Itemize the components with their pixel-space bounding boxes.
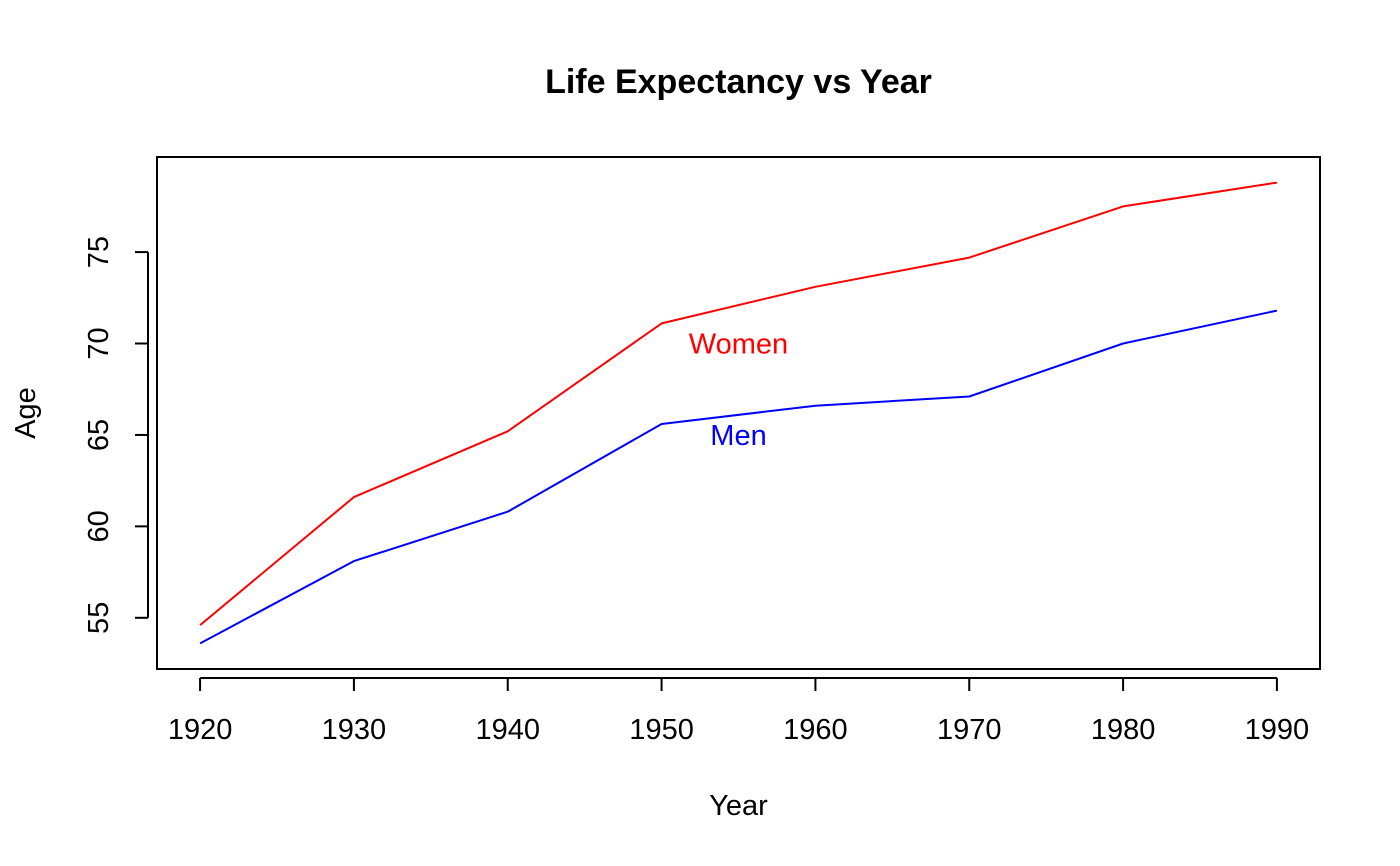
x-tick-label: 1980 (1091, 714, 1156, 746)
x-axis-label: Year (709, 790, 768, 822)
y-axis-label: Age (10, 387, 42, 439)
series-line-men (199, 309, 1278, 645)
y-axis: 55 60 65 70 75 (83, 236, 149, 634)
x-axis: 1920 1930 1940 1950 1960 1970 1980 1990 (168, 677, 1310, 746)
series-label-men: Men (710, 420, 766, 452)
x-tick-label: 1950 (629, 714, 694, 746)
x-tick-label: 1990 (1245, 714, 1310, 746)
y-tick-label: 55 (83, 602, 115, 634)
y-tick-label: 65 (83, 419, 115, 451)
chart-title: Life Expectancy vs Year (545, 63, 932, 101)
plot-frame (156, 156, 1321, 670)
x-tick-label: 1960 (783, 714, 848, 746)
x-tick-label: 1930 (322, 714, 387, 746)
x-tick-label: 1920 (168, 714, 233, 746)
x-tick-label: 1970 (937, 714, 1002, 746)
y-tick-label: 70 (83, 327, 115, 359)
series-line-women (199, 181, 1278, 626)
series-group: Women Men (199, 181, 1278, 645)
x-tick-label: 1940 (475, 714, 540, 746)
y-tick-label: 60 (83, 510, 115, 542)
y-tick-label: 75 (83, 236, 115, 268)
series-label-women: Women (689, 329, 788, 361)
